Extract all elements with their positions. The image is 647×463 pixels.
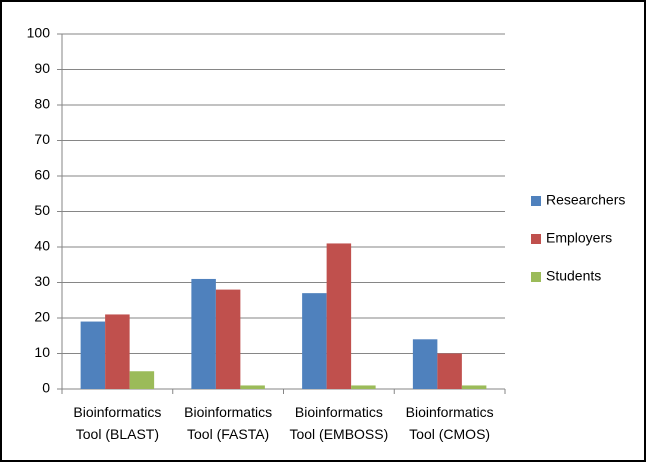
x-tick-label: Bioinformatics Tool (FASTA) bbox=[184, 404, 272, 442]
y-tick-label: 100 bbox=[27, 25, 51, 41]
y-tick-label: 80 bbox=[34, 96, 50, 112]
bar bbox=[437, 353, 462, 389]
legend-label: Students bbox=[546, 268, 601, 284]
bar bbox=[105, 314, 130, 389]
bar bbox=[326, 243, 352, 389]
x-tick-label: Bioinformatics Tool (BLAST) bbox=[73, 404, 161, 442]
x-tick-label: Bioinformatics Tool (EMBOSS) bbox=[289, 404, 388, 442]
legend-swatch bbox=[531, 272, 541, 282]
y-tick-label: 20 bbox=[34, 309, 50, 325]
bar bbox=[461, 385, 487, 389]
bar bbox=[80, 321, 106, 389]
bar bbox=[215, 289, 241, 389]
legend-swatch bbox=[531, 234, 541, 244]
bar bbox=[302, 293, 327, 389]
legend-swatch bbox=[531, 196, 541, 206]
legend-label: Employers bbox=[546, 230, 612, 246]
y-tick-label: 10 bbox=[34, 344, 50, 360]
y-tick-label: 50 bbox=[34, 202, 50, 218]
y-tick-label: 0 bbox=[42, 380, 50, 396]
y-tick-label: 30 bbox=[34, 273, 50, 289]
bar bbox=[191, 278, 216, 389]
y-tick-label: 70 bbox=[34, 131, 50, 147]
bar bbox=[129, 371, 155, 389]
y-tick-label: 40 bbox=[34, 238, 50, 254]
bar bbox=[240, 385, 265, 389]
x-tick-label: Bioinformatics Tool (CMOS) bbox=[406, 404, 494, 442]
bar bbox=[351, 385, 376, 389]
legend-label: Researchers bbox=[546, 192, 625, 208]
y-tick-label: 60 bbox=[34, 167, 50, 183]
bar bbox=[412, 339, 438, 389]
y-tick-label: 90 bbox=[34, 60, 50, 76]
